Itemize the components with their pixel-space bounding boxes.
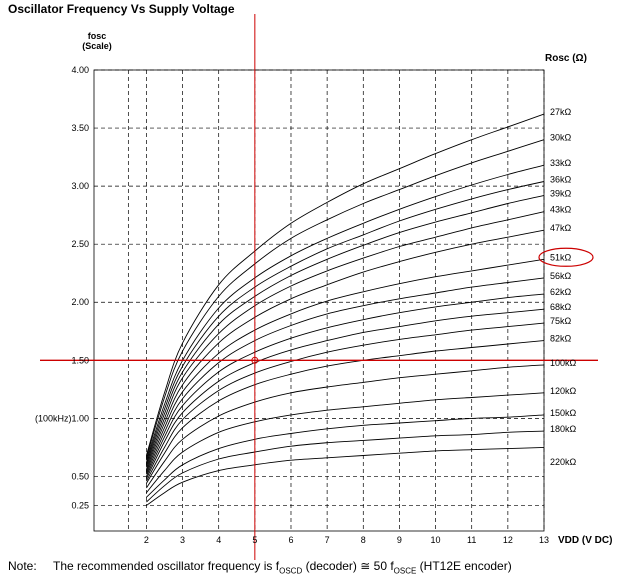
y-tick-label: 3.00 (71, 181, 89, 191)
series-label: 56kΩ (550, 271, 572, 281)
series-line (145, 211, 545, 468)
series-label: 47kΩ (550, 223, 572, 233)
series-line (146, 340, 545, 484)
series-lines (145, 113, 545, 506)
series-label: 100kΩ (550, 358, 577, 368)
series-line (145, 293, 545, 477)
y-tick-label: 2.00 (71, 297, 89, 307)
series-label: 39kΩ (550, 188, 572, 198)
series-line (146, 322, 545, 482)
x-tick-label: 4 (216, 535, 221, 545)
x-tick-label: 3 (180, 535, 185, 545)
x-axis-label: VDD (V DC) (558, 535, 612, 546)
note-sub-oscd: OSCD (279, 566, 303, 575)
series-line (146, 392, 545, 493)
series-line (145, 308, 545, 479)
series-line (146, 364, 545, 489)
y-tick-label: 0.25 (71, 500, 89, 510)
series-line (145, 139, 545, 458)
note-text-part3: (HT12E encoder) (416, 559, 512, 573)
plot-frame (93, 69, 545, 532)
x-tick-label: 7 (325, 535, 330, 545)
note-sub-osce: OSCE (393, 566, 417, 575)
y-axis-label-fosc: fosc (88, 31, 107, 41)
series-line (145, 258, 545, 472)
series-label: 43kΩ (550, 205, 572, 215)
note-text-part1: The recommended oscillator frequency is … (53, 559, 280, 573)
series-label: 82kΩ (550, 334, 572, 344)
y-axis-label-scale: (Scale) (82, 41, 112, 51)
series-line (145, 277, 545, 475)
series-label: 180kΩ (550, 424, 577, 434)
series-line (146, 446, 545, 506)
series-label: 120kΩ (550, 386, 577, 396)
x-tick-label: 9 (397, 535, 402, 545)
legend-title: Rosc (Ω) (545, 53, 587, 64)
series-labels: 27kΩ 30kΩ 33kΩ 36kΩ 39kΩ 43kΩ 47kΩ 51kΩ 56kΩ 62kΩ… (538, 107, 594, 467)
x-tick-label: 8 (361, 535, 366, 545)
series-line (145, 194, 545, 465)
note-text-part2: (decoder) ≅ 50 f (302, 559, 394, 573)
y-tick-label: 2.50 (71, 239, 89, 249)
note-label: Note: (8, 559, 37, 573)
series-label: 75kΩ (550, 316, 572, 326)
x-tick-label: 2 (144, 535, 149, 545)
series-label: 150kΩ (550, 408, 577, 418)
series-label: 220kΩ (550, 457, 577, 467)
series-line (146, 414, 545, 498)
series-line (145, 113, 545, 456)
x-tick-label: 10 (431, 535, 441, 545)
series-line (145, 229, 545, 470)
y-tick-label: 3.50 (71, 123, 89, 133)
oscillator-frequency-chart: fosc (Scale) Rosc (Ω) VDD (V DC) 0.25 0.5… (35, 14, 612, 560)
series-label: 33kΩ (550, 158, 572, 168)
reference-lines (40, 14, 598, 560)
y-tick-label: (100kHz)1.00 (35, 413, 89, 423)
x-tick-label: 6 (288, 535, 293, 545)
x-tick-label: 11 (467, 535, 476, 545)
series-line (145, 181, 545, 463)
y-tick-label: 4.00 (71, 65, 89, 75)
series-label: 36kΩ (550, 174, 572, 184)
x-tick-label: 13 (539, 535, 549, 545)
x-tick-label: 12 (503, 535, 513, 545)
y-tick-label: 1.50 (71, 355, 89, 365)
x-tick-label: 5 (252, 535, 257, 545)
y-tick-label: 0.50 (71, 471, 89, 481)
series-line (146, 430, 545, 503)
series-label: 27kΩ (550, 107, 572, 117)
axis-ticks: 0.25 0.50 (100kHz)1.00 1.50 2.00 2.50 3.00 3.50… (35, 65, 549, 545)
series-label: 30kΩ (550, 133, 572, 143)
series-label: 62kΩ (550, 287, 572, 297)
chart-title: Oscillator Frequency Vs Supply Voltage (8, 2, 235, 16)
series-label: 51kΩ (550, 252, 572, 262)
note-text: The recommended oscillator frequency is … (53, 559, 512, 575)
series-label: 68kΩ (550, 302, 572, 312)
grid (93, 69, 545, 532)
highlight-ellipse (538, 247, 594, 267)
reference-intersection-marker (251, 356, 259, 364)
